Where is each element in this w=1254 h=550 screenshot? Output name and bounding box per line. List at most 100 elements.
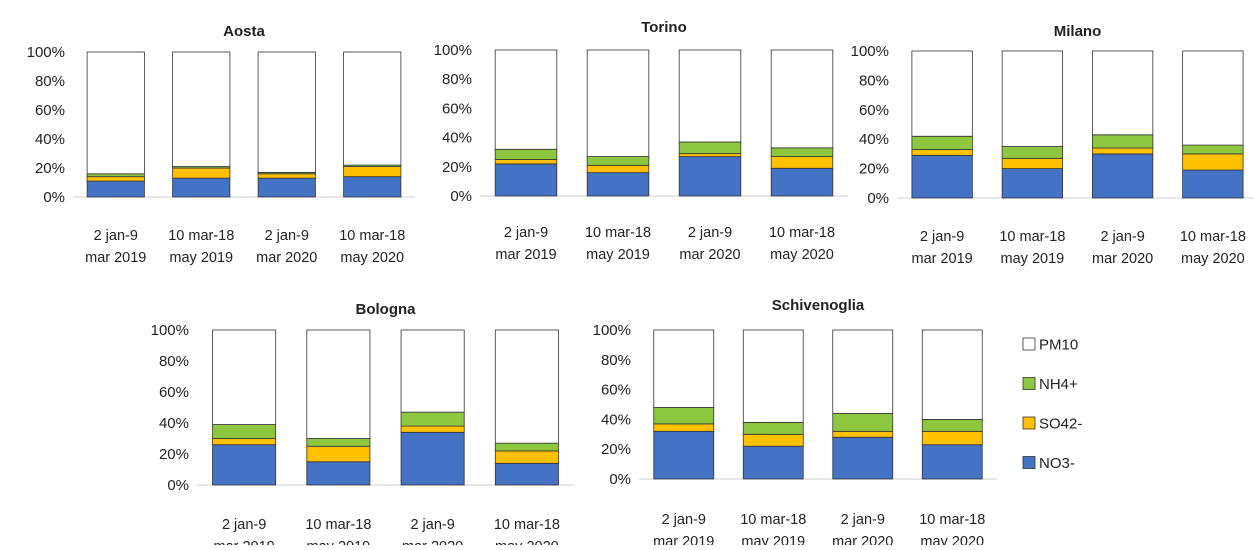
- bar-segment-nh4: [586, 156, 650, 166]
- legend-label: NO3-: [1039, 455, 1075, 472]
- bar-segment-nh4: [212, 424, 277, 439]
- y-tick-label: 40%: [601, 411, 631, 428]
- bar-segment-no3: [921, 444, 983, 480]
- bar-segment-nh4: [921, 418, 983, 432]
- bar-segment-no3: [770, 167, 834, 197]
- y-tick-label: 20%: [159, 446, 189, 463]
- bar-segment-no3: [1091, 153, 1154, 199]
- y-tick-label: 100%: [593, 322, 631, 339]
- y-tick-label: 20%: [601, 441, 631, 458]
- bar-segment-so42: [653, 423, 715, 432]
- legend-label: SO42-: [1039, 416, 1082, 433]
- legend-swatch: [1022, 377, 1036, 390]
- y-tick-label: 80%: [859, 72, 889, 89]
- bar-segment-no3: [911, 154, 973, 199]
- bar-segment-pm10: [257, 51, 316, 173]
- bar-segment-so42: [494, 159, 558, 165]
- bar-segment-no3: [586, 172, 650, 197]
- bar-segment-nh4: [678, 141, 742, 155]
- bar-segment-no3: [494, 462, 559, 486]
- y-tick-label: 0%: [450, 188, 472, 205]
- bar-segment-nh4: [1091, 134, 1154, 149]
- bar-segment-so42: [586, 164, 650, 174]
- y-tick-label: 100%: [151, 322, 189, 339]
- bar-segment-nh4: [742, 421, 804, 435]
- bar-segment-pm10: [742, 329, 804, 423]
- bar-segment-pm10: [494, 49, 558, 150]
- bar-segment-pm10: [770, 49, 834, 149]
- bar-segment-so42: [494, 450, 559, 464]
- bar-segment-nh4: [1001, 146, 1064, 159]
- y-tick-label: 60%: [159, 384, 189, 401]
- bar-segment-no3: [86, 180, 145, 198]
- bar-segment-pm10: [172, 51, 231, 167]
- legend-label: NH4+: [1039, 376, 1078, 393]
- bar-segment-so42: [1001, 157, 1064, 169]
- bar-segment-nh4: [306, 438, 371, 447]
- bar-segment-pm10: [86, 51, 145, 175]
- bar-segment-no3: [678, 156, 742, 197]
- y-tick-label: 20%: [35, 160, 65, 177]
- bar-segment-so42: [832, 430, 894, 438]
- bar-segment-so42: [1091, 147, 1154, 155]
- y-tick-label: 40%: [859, 131, 889, 148]
- bar-segment-nh4: [494, 442, 559, 452]
- bar-segment-pm10: [832, 329, 894, 414]
- bar-segment-pm10: [911, 50, 973, 137]
- charts-group: Aosta 0% 20% 40% 60% 80% 100% 2 jan-9 mar 2019 10…: [27, 19, 1254, 550]
- y-tick-label: 80%: [159, 353, 189, 370]
- bar-segment-so42: [742, 433, 804, 447]
- y-tick-label: 80%: [35, 73, 65, 90]
- bar-segment-so42: [257, 173, 316, 179]
- bar-segment-so42: [770, 156, 834, 169]
- bar-segment-pm10: [653, 329, 715, 408]
- chart-title: Schivenoglia: [772, 297, 865, 314]
- chart-schivenoglia: Schivenoglia 0% 20% 40% 60% 80% 100% 2 jan-9 mar…: [593, 297, 997, 550]
- bar-segment-so42: [343, 166, 402, 178]
- y-tick-label: 20%: [442, 159, 472, 176]
- legend-swatch: [1022, 456, 1036, 469]
- bar-segment-pm10: [306, 329, 371, 439]
- bar-segment-so42: [212, 438, 277, 446]
- y-tick-label: 80%: [442, 71, 472, 88]
- bar-segment-no3: [653, 430, 715, 480]
- bar-segment-pm10: [343, 51, 402, 166]
- bar-segment-pm10: [1182, 50, 1244, 146]
- bar-segment-nh4: [911, 135, 973, 150]
- y-tick-label: 60%: [601, 382, 631, 399]
- bar-segment-no3: [400, 431, 465, 486]
- bar-segment-nh4: [832, 413, 894, 432]
- chart-title: Torino: [641, 19, 687, 36]
- y-tick-label: 20%: [859, 161, 889, 178]
- bar-segment-nh4: [770, 147, 834, 157]
- y-tick-label: 40%: [159, 415, 189, 432]
- y-tick-label: 60%: [442, 100, 472, 117]
- y-tick-label: 40%: [442, 130, 472, 147]
- y-tick-label: 0%: [43, 189, 65, 206]
- bar-segment-pm10: [494, 329, 559, 444]
- bar-segment-pm10: [1091, 50, 1154, 136]
- legend-entry-nh4: NH4+: [1022, 376, 1078, 393]
- bar-segment-no3: [343, 176, 402, 198]
- bar-segment-so42: [911, 149, 973, 156]
- legend-swatch: [1022, 337, 1036, 351]
- legend-swatch: [1022, 416, 1036, 430]
- bar-segment-no3: [306, 461, 371, 486]
- bar-segment-so42: [86, 176, 145, 182]
- bar-segment-no3: [832, 436, 894, 480]
- bar-segment-pm10: [921, 329, 983, 420]
- y-tick-label: 60%: [859, 102, 889, 119]
